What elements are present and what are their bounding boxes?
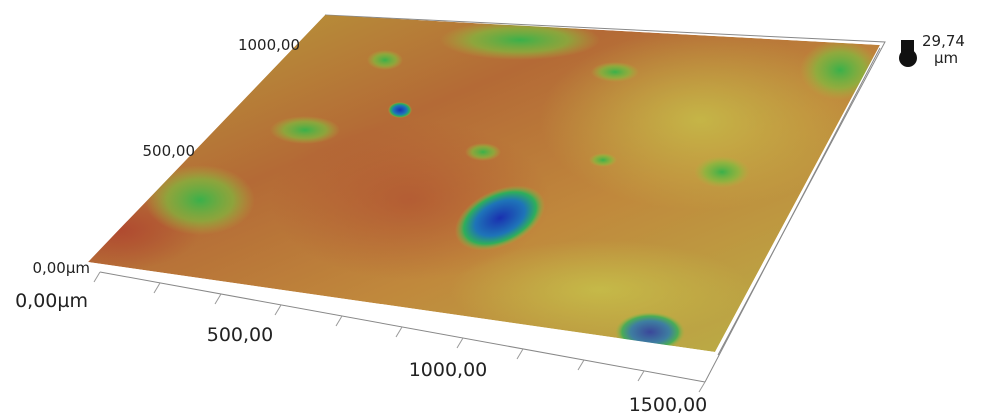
- tick: [215, 294, 221, 304]
- tick: [275, 305, 281, 315]
- z-unit-label: µm: [934, 49, 958, 67]
- tick: [336, 316, 342, 326]
- height-surface: [40, 15, 880, 352]
- tick: [638, 371, 644, 381]
- x-tick-label: 500,00: [207, 324, 273, 346]
- tick: [457, 338, 463, 348]
- z-scale-marker: [899, 40, 917, 67]
- tick: [699, 382, 705, 392]
- tick: [578, 360, 584, 370]
- y-tick-label: 0,00µm: [32, 259, 90, 277]
- tick: [396, 327, 402, 337]
- x-tick-label: 0,00µm: [15, 290, 88, 312]
- x-tick-label: 1500,00: [629, 394, 708, 416]
- x-tick-label: 1000,00: [409, 359, 488, 381]
- y-tick-label: 500,00: [143, 142, 196, 160]
- z-max-label: 29,74: [922, 32, 965, 50]
- tick: [94, 272, 100, 282]
- surface-view: 1000,00 500,00 0,00µm 0,00µm 500,00 1000…: [0, 0, 994, 420]
- tick: [517, 349, 523, 359]
- tick: [154, 283, 160, 293]
- y-tick-label: 1000,00: [238, 36, 300, 54]
